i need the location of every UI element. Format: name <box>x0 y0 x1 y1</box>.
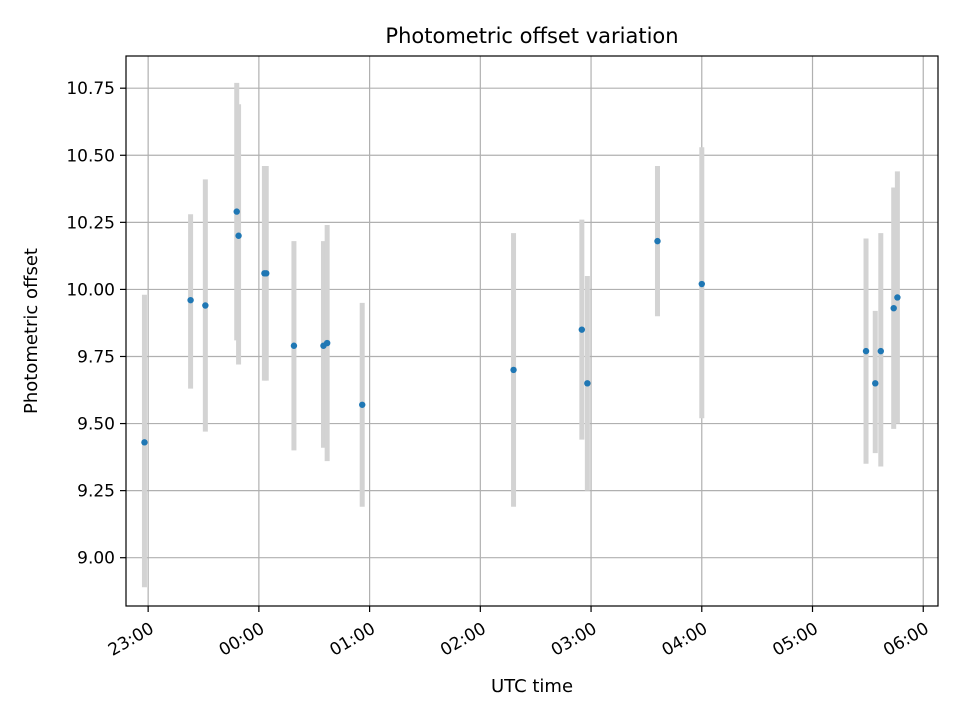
data-point <box>141 439 148 446</box>
data-point <box>323 339 331 347</box>
x-tick-label: 04:00 <box>659 619 711 661</box>
data-point <box>698 280 705 288</box>
x-tick-label: 02:00 <box>437 619 489 661</box>
grid <box>126 56 938 606</box>
data-point <box>894 294 901 301</box>
data-point <box>263 270 270 277</box>
y-tick-label: 10.00 <box>66 280 115 300</box>
y-tick-label: 9.00 <box>77 549 115 569</box>
data-point <box>290 342 298 349</box>
x-tick-label: 01:00 <box>326 619 378 661</box>
y-tick-label: 9.75 <box>77 347 115 367</box>
data-point <box>202 302 209 309</box>
x-axis-label: UTC time <box>491 676 573 697</box>
x-tick-label: 03:00 <box>548 619 600 661</box>
data-point <box>233 208 240 215</box>
x-tick-label: 05:00 <box>769 619 821 661</box>
data-point <box>584 380 591 387</box>
data-point <box>235 232 242 239</box>
chart-title: Photometric offset variation <box>385 24 678 48</box>
data-point <box>877 347 884 355</box>
error-bars <box>141 82 900 588</box>
y-axis-label: Photometric offset <box>21 248 42 414</box>
x-tick-label: 23:00 <box>105 619 157 661</box>
y-tick-label: 9.25 <box>77 482 115 502</box>
data-points <box>141 208 901 446</box>
data-point <box>578 326 586 333</box>
plot-frame <box>125 55 939 607</box>
data-point <box>359 401 366 408</box>
y-axis-ticks: 9.00 9.25 9.50 9.75 10.00 10.25 10.50 10.75 <box>66 79 126 569</box>
data-point <box>890 304 897 312</box>
y-tick-label: 10.25 <box>66 213 115 233</box>
x-axis-ticks: 23:00 00:00 01:00 02:00 03:00 04:00 05:00 06:00 <box>105 606 933 661</box>
x-tick-label: 00:00 <box>216 619 268 661</box>
data-point <box>187 296 194 304</box>
data-point <box>862 347 870 355</box>
y-tick-label: 9.50 <box>77 415 115 435</box>
data-point <box>872 380 879 387</box>
data-point <box>654 237 661 245</box>
x-tick-label: 06:00 <box>880 619 932 661</box>
y-tick-label: 10.75 <box>66 79 115 99</box>
y-tick-label: 10.50 <box>66 146 115 166</box>
data-point <box>510 366 517 374</box>
